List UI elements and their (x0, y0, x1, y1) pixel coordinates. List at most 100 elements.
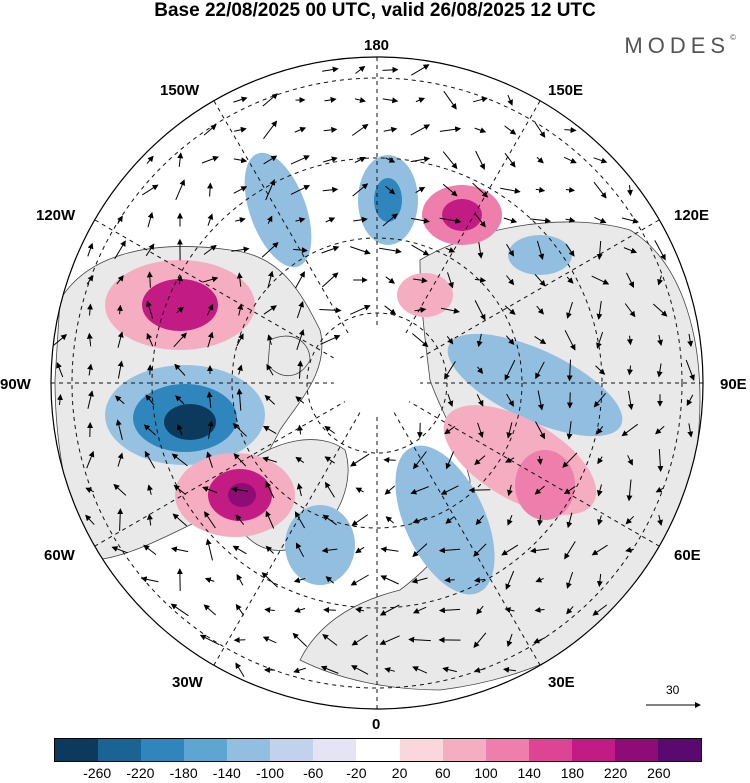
wind-vector (565, 216, 576, 223)
wind-vector (231, 486, 248, 493)
wind-vector (535, 576, 544, 583)
wind-vector (384, 305, 397, 315)
wind-vector (351, 665, 369, 675)
wind-vector (232, 423, 247, 437)
colorbar-tick-label: 140 (517, 765, 541, 781)
wind-vector (562, 452, 578, 468)
latitude-circle-60 (151, 157, 603, 609)
wind-vector (143, 424, 156, 436)
wind-vector (233, 96, 248, 103)
wind-vector (56, 361, 64, 378)
wind-vector (115, 419, 123, 440)
wind-vector (117, 360, 124, 379)
wind-vector (144, 450, 156, 469)
wind-vector (505, 570, 515, 590)
wind-vector (87, 303, 94, 316)
wind-vector (534, 335, 547, 345)
wind-vector (324, 456, 335, 464)
wind-vector (351, 514, 369, 526)
wind-vector (566, 301, 573, 319)
wind-vector (177, 152, 184, 167)
wind-vector (175, 395, 185, 405)
wind-vector (503, 217, 518, 224)
wind-vector (319, 307, 342, 314)
wind-vector (171, 453, 188, 467)
wind-vector (267, 270, 274, 289)
wind-vector (350, 453, 370, 467)
wind-vector (410, 217, 430, 224)
wind-vector (411, 244, 430, 256)
wind-vector (293, 247, 308, 254)
wind-vector (262, 425, 277, 435)
colorbar-cell (184, 739, 228, 761)
wind-vector (355, 65, 366, 74)
wind-vector (350, 246, 371, 255)
wind-vector (142, 184, 159, 196)
wind-vector (566, 421, 573, 440)
colorbar-tick-label: 260 (647, 765, 671, 781)
wind-vector (476, 333, 483, 348)
wind-vector (176, 274, 183, 285)
wind-vector (87, 390, 94, 409)
map-boundary (50, 56, 704, 710)
wind-vector (262, 636, 277, 644)
wind-vector (504, 125, 517, 135)
wind-vector (352, 183, 369, 197)
wind-vector (594, 216, 607, 224)
wind-vector (475, 150, 485, 170)
wind-vector (86, 332, 93, 347)
colorbar-cell (614, 739, 658, 761)
wind-vector (534, 122, 546, 138)
wind-vector (236, 272, 243, 287)
wind-vector (442, 183, 458, 197)
wind-vector (290, 185, 311, 195)
wind-vector (322, 66, 339, 73)
colorbar-cell (141, 739, 185, 761)
low-anomaly-north-atlantic (285, 505, 355, 585)
colorbar-tick-label: -20 (346, 765, 367, 781)
wind-vector (687, 423, 694, 438)
wind-vector (591, 275, 610, 285)
wind-vector (444, 425, 456, 435)
wind-vector (145, 243, 155, 257)
wind-vector (535, 361, 545, 380)
wind-vector (657, 514, 663, 526)
wind-vector (439, 217, 462, 224)
colorbar-tick-label: 220 (603, 765, 628, 781)
wind-vector (625, 546, 635, 553)
wind-vector (536, 156, 544, 164)
wind-vector (206, 391, 213, 408)
wind-vector (657, 275, 663, 286)
wind-vector (117, 452, 124, 467)
wind-vector (593, 392, 606, 408)
wind-vector (237, 364, 243, 375)
wind-vector (685, 359, 695, 381)
wind-vector (206, 303, 214, 316)
wind-vector (474, 277, 487, 283)
wind-vector (506, 393, 514, 407)
wind-vector (263, 120, 278, 139)
colorbar-cell (98, 739, 142, 761)
wind-vector (351, 634, 368, 646)
wind-vector (623, 247, 638, 254)
lon-label-60e: 60E (674, 547, 701, 564)
wind-vector (476, 394, 484, 407)
wind-vector (202, 276, 219, 283)
wind-vector (535, 186, 546, 193)
wind-vector (654, 240, 666, 261)
wind-vector (655, 486, 664, 493)
wind-vector (597, 456, 604, 465)
wind-vector (117, 331, 124, 348)
colorbar (54, 738, 702, 762)
wind-vector (234, 126, 247, 133)
wind-vector (445, 516, 455, 524)
wind-vector (207, 213, 214, 226)
wind-vector (385, 157, 396, 163)
colorbar-cell (399, 739, 443, 761)
wind-vector (202, 486, 218, 494)
wind-vector (324, 96, 337, 103)
wind-vector (472, 182, 489, 198)
wind-vector (503, 666, 517, 673)
wind-vector (530, 547, 550, 554)
wind-vector (412, 517, 427, 524)
